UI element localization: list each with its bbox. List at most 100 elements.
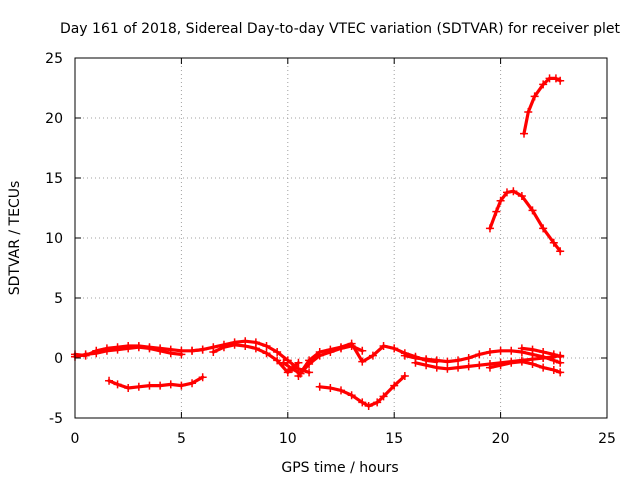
data-point: [517, 344, 526, 353]
series-arc-8: [315, 372, 409, 410]
y-tick-label: 25: [45, 51, 63, 67]
data-point: [188, 346, 197, 355]
data-point: [528, 206, 537, 215]
data-point: [358, 398, 367, 407]
series-line: [318, 374, 407, 408]
data-point: [198, 345, 207, 354]
x-axis-label: GPS time / hours: [281, 460, 398, 476]
series-arc-14: [520, 74, 565, 138]
data-point: [549, 350, 558, 359]
y-axis-label: SDTVAR / TECUs: [7, 181, 23, 296]
series-arc-5: [209, 340, 303, 377]
data-point: [539, 224, 548, 233]
data-point: [528, 360, 537, 368]
data-point: [517, 192, 526, 200]
y-tick-label: 0: [54, 351, 63, 367]
data-point: [326, 345, 335, 354]
data-point: [539, 363, 548, 372]
data-point: [347, 391, 356, 400]
x-tick-label: 10: [279, 431, 297, 447]
data-point: [379, 342, 388, 350]
data-point: [209, 348, 218, 356]
data-point: [145, 381, 154, 390]
data-point: [443, 364, 452, 373]
data-point: [305, 356, 314, 365]
data-point: [454, 356, 463, 365]
data-point: [524, 108, 533, 116]
data-point: [219, 343, 228, 352]
data-point: [188, 379, 197, 388]
data-point: [400, 372, 409, 380]
data-point: [347, 339, 356, 348]
data-point: [364, 402, 373, 410]
data-point: [520, 129, 529, 138]
data-point: [105, 376, 114, 385]
data-point: [337, 386, 345, 395]
series-line: [107, 375, 205, 390]
data-point: [422, 361, 431, 370]
data-point: [145, 344, 154, 353]
data-point: [102, 346, 111, 355]
data-point: [315, 382, 324, 391]
data-point: [283, 356, 292, 365]
data-point: [549, 238, 558, 247]
data-point: [315, 348, 324, 356]
data-point: [454, 363, 463, 372]
data-point: [549, 366, 558, 374]
axis-ticks: [74, 57, 608, 419]
data-point: [390, 381, 399, 390]
data-point: [230, 340, 239, 349]
data-point: [81, 350, 90, 359]
data-point: [496, 346, 505, 355]
data-point: [156, 381, 165, 390]
series-arc-13: [485, 187, 565, 256]
series-arc-2: [71, 343, 186, 361]
data-point: [485, 348, 494, 356]
data-point: [156, 346, 165, 355]
data-point: [475, 350, 484, 359]
data-point: [279, 358, 288, 367]
data-point: [507, 358, 516, 367]
data-point: [556, 247, 565, 256]
data-point: [166, 349, 175, 358]
data-point: [400, 351, 409, 360]
data-point: [411, 358, 420, 367]
grid: [75, 58, 607, 418]
data-point: [485, 363, 494, 372]
data-point: [113, 380, 122, 389]
data-point: [373, 398, 382, 407]
y-tick-label: 15: [45, 171, 63, 187]
data-point: [390, 344, 399, 353]
data-point: [358, 346, 367, 355]
data-point: [528, 345, 537, 354]
series-arc-3: [105, 373, 207, 392]
series-line: [488, 189, 562, 253]
data-point: [113, 345, 122, 354]
data-point: [358, 357, 367, 366]
data-point: [368, 351, 377, 360]
data-point: [124, 384, 133, 392]
data-point: [509, 187, 518, 196]
x-tick-label: 25: [598, 431, 616, 447]
data-point: [556, 352, 565, 361]
series-arc-11: [485, 357, 565, 377]
data-point: [539, 80, 548, 89]
y-tick-label: -5: [49, 411, 63, 427]
data-point: [539, 348, 548, 356]
data-point: [305, 368, 314, 377]
data-point: [496, 361, 505, 370]
x-tick-label: 20: [492, 431, 510, 447]
data-point: [251, 344, 260, 353]
data-point: [294, 358, 303, 367]
x-tick-label: 0: [71, 431, 80, 447]
series-group: [71, 74, 565, 410]
data-point: [507, 346, 516, 355]
data-point: [530, 92, 539, 101]
data-point: [432, 363, 441, 372]
data-point: [198, 373, 207, 382]
data-point: [551, 74, 560, 83]
data-point: [134, 382, 143, 391]
y-tick-label: 5: [54, 291, 63, 307]
series-line: [522, 76, 562, 136]
